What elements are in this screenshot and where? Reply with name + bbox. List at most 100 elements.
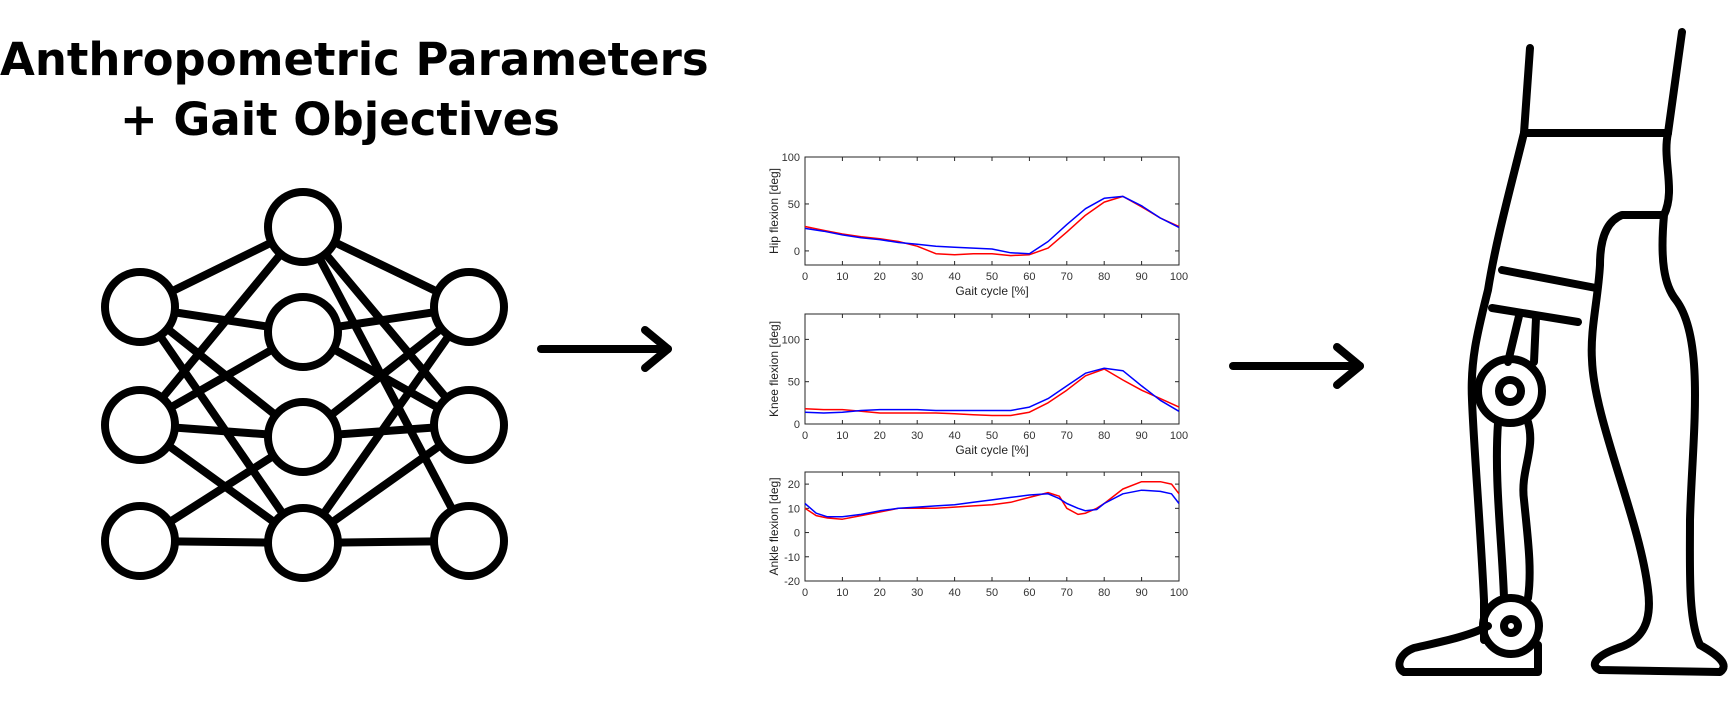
x-tick-label: 0 xyxy=(802,271,808,283)
network-node xyxy=(101,386,179,464)
series-line-red xyxy=(804,480,1180,520)
x-tick-label: 90 xyxy=(1135,271,1147,283)
x-tick-label: 20 xyxy=(874,271,886,283)
y-tick-label: 0 xyxy=(794,246,800,258)
x-tick-label: 60 xyxy=(1023,430,1035,442)
x-tick-label: 80 xyxy=(1098,430,1110,442)
x-tick-label: 70 xyxy=(1061,587,1073,599)
y-tick-label: 100 xyxy=(782,334,800,346)
network-nodes xyxy=(101,188,508,582)
shank-strut-back xyxy=(1492,419,1508,602)
x-tick-label: 60 xyxy=(1023,587,1035,599)
network-edge xyxy=(299,304,473,546)
x-tick-label: 70 xyxy=(1061,430,1073,442)
series-line-blue xyxy=(804,195,1180,255)
x-tick-label: 100 xyxy=(1170,271,1188,283)
y-tick-label: -20 xyxy=(784,576,800,588)
x-tick-label: 50 xyxy=(986,587,998,599)
series-line-red xyxy=(804,368,1180,417)
x-tick-label: 30 xyxy=(911,587,923,599)
foot-plate xyxy=(1395,622,1542,676)
y-tick-label: 10 xyxy=(788,503,800,515)
y-tick-label: 0 xyxy=(794,419,800,431)
thigh-strut xyxy=(1504,312,1523,366)
arrow-right-icon xyxy=(1229,343,1364,389)
x-tick-label: 100 xyxy=(1170,587,1188,599)
leg-front-outline xyxy=(1587,129,1728,676)
x-tick-label: 50 xyxy=(986,430,998,442)
network-node xyxy=(430,268,508,346)
thigh-cuff-upper xyxy=(1498,266,1600,292)
x-tick-label: 40 xyxy=(948,271,960,283)
diagram-title: Anthropometric Parameters + Gait Objecti… xyxy=(0,30,709,150)
network-node xyxy=(101,502,179,580)
chart-plot-area xyxy=(804,313,1180,425)
x-tick-label: 30 xyxy=(911,271,923,283)
x-tick-label: 10 xyxy=(836,430,848,442)
y-axis-label: Knee flexion [deg] xyxy=(767,321,781,417)
network-node xyxy=(264,398,342,476)
x-tick-label: 30 xyxy=(911,430,923,442)
x-tick-label: 80 xyxy=(1098,271,1110,283)
chart-plot-area xyxy=(804,156,1180,266)
x-tick-label: 50 xyxy=(986,271,998,283)
leg-back-outline xyxy=(1467,129,1528,644)
arrow-right-icon xyxy=(537,326,672,372)
network-node xyxy=(430,386,508,464)
network-node xyxy=(264,293,342,371)
x-tick-label: 10 xyxy=(836,587,848,599)
exoskeleton-leg-icon xyxy=(1395,28,1728,676)
x-axis-label: Gait cycle [%] xyxy=(955,284,1028,298)
x-axis-label: Gait cycle [%] xyxy=(955,443,1028,457)
knee-joint-pin xyxy=(1495,376,1525,406)
y-tick-label: -10 xyxy=(784,552,800,564)
network-edge xyxy=(136,304,307,546)
y-tick-label: 100 xyxy=(782,152,800,164)
y-tick-label: 0 xyxy=(794,528,800,540)
x-tick-label: 60 xyxy=(1023,271,1035,283)
title-line-2: + Gait Objectives xyxy=(120,93,560,146)
x-tick-label: 70 xyxy=(1061,271,1073,283)
thigh-strut-inner xyxy=(1530,314,1540,366)
x-tick-label: 40 xyxy=(948,430,960,442)
ankle-joint-pin xyxy=(1500,615,1522,637)
chart-panel: 0 10 20 30 40 50 60 70 80 90 100 -20 -10 0 10 20 Ankle f… xyxy=(767,471,1188,599)
x-tick-label: 90 xyxy=(1135,587,1147,599)
chart-panel: 0 10 20 30 40 50 60 70 80 90 100 0 50 100 Gait cycle [… xyxy=(767,152,1188,298)
network-node xyxy=(101,268,179,346)
title-line-1: Anthropometric Parameters xyxy=(0,33,709,86)
x-tick-label: 100 xyxy=(1170,430,1188,442)
network-node xyxy=(264,504,342,582)
x-tick-label: 90 xyxy=(1135,430,1147,442)
x-tick-label: 20 xyxy=(874,587,886,599)
network-edge xyxy=(136,224,307,428)
network-node xyxy=(430,502,508,580)
y-tick-label: 50 xyxy=(788,199,800,211)
chart-plot-area xyxy=(804,471,1180,582)
x-tick-label: 10 xyxy=(836,271,848,283)
network-edge xyxy=(299,224,473,428)
x-tick-label: 80 xyxy=(1098,587,1110,599)
hip-rod-left xyxy=(1520,44,1534,137)
knee-joint xyxy=(1474,355,1546,427)
y-axis-label: Ankle flexion [deg] xyxy=(767,477,781,575)
network-connections xyxy=(136,223,473,547)
y-tick-label: 50 xyxy=(788,377,800,389)
neural-network-icon xyxy=(101,188,508,582)
shank-strut-front xyxy=(1519,418,1535,602)
y-axis-label: Hip flexion [deg] xyxy=(767,168,781,254)
series-line-blue xyxy=(804,367,1180,414)
series-line-blue xyxy=(804,489,1180,518)
network-edge xyxy=(299,225,473,543)
network-node xyxy=(264,188,342,266)
x-tick-label: 0 xyxy=(802,587,808,599)
chart-panel: 0 10 20 30 40 50 60 70 80 90 100 0 50 100 Gait cycle [… xyxy=(767,313,1188,457)
x-tick-label: 20 xyxy=(874,430,886,442)
hip-rod-right xyxy=(1664,28,1686,137)
x-tick-label: 40 xyxy=(948,587,960,599)
series-line-red xyxy=(804,195,1180,257)
x-tick-label: 0 xyxy=(802,430,808,442)
y-tick-label: 20 xyxy=(788,479,800,491)
